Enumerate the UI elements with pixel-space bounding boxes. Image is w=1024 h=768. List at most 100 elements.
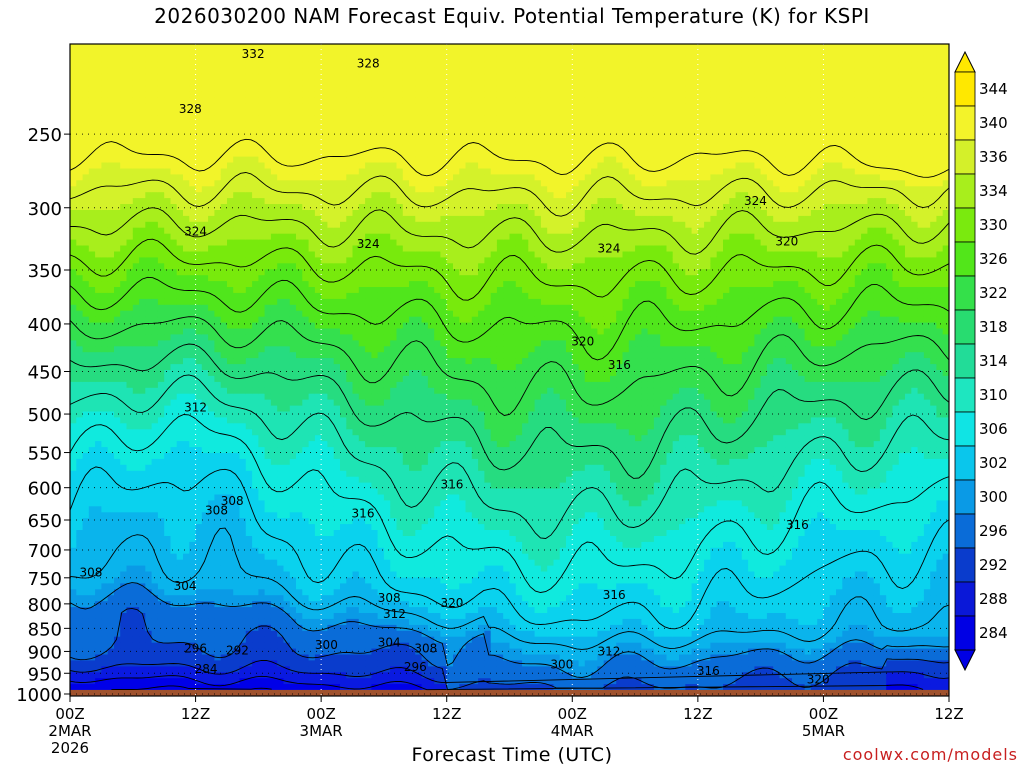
field-cell [346, 458, 354, 466]
field-cell [252, 666, 259, 673]
field-cell [321, 316, 328, 324]
field-cell [132, 79, 140, 87]
field-cell [107, 287, 115, 294]
field-cell [176, 423, 184, 430]
field-cell [340, 251, 347, 258]
field-cell [157, 476, 165, 484]
field-cell [227, 630, 234, 638]
field-cell [183, 304, 190, 312]
field-cell [195, 127, 203, 134]
field-cell [157, 239, 165, 247]
field-cell [283, 613, 291, 620]
field-cell [157, 156, 165, 164]
field-cell [239, 138, 247, 146]
field-cell [245, 666, 253, 673]
field-cell [258, 204, 266, 211]
field-cell [239, 91, 247, 98]
field-cell [227, 666, 234, 673]
field-cell [208, 506, 215, 513]
field-cell [157, 601, 165, 608]
field-cell [308, 304, 316, 312]
field-cell [151, 660, 159, 667]
field-cell [176, 583, 184, 590]
field-cell [208, 121, 215, 128]
field-cell [321, 263, 328, 270]
field-cell [277, 316, 285, 324]
field-cell [70, 488, 77, 495]
field-cell [321, 44, 328, 51]
field-cell [176, 453, 184, 460]
field-cell [176, 192, 184, 199]
field-cell [239, 275, 247, 282]
field-cell [126, 630, 134, 638]
field-cell [101, 156, 109, 164]
field-cell [264, 292, 272, 300]
field-cell [283, 547, 291, 555]
field-cell [308, 370, 316, 377]
field-cell [220, 684, 228, 691]
field-cell [183, 577, 190, 584]
field-cell [157, 269, 165, 276]
field-cell [195, 553, 203, 561]
field-cell [214, 287, 222, 294]
field-cell [76, 204, 84, 211]
field-cell [76, 624, 84, 632]
field-cell [170, 536, 178, 543]
field-cell [245, 221, 253, 229]
field-cell [227, 322, 234, 330]
field-cell [258, 636, 266, 644]
field-cell [82, 328, 90, 335]
field-cell [227, 97, 234, 104]
field-cell [70, 506, 77, 513]
field-cell [227, 506, 234, 513]
field-cell [270, 530, 278, 537]
field-cell [321, 103, 328, 110]
field-cell [302, 263, 310, 270]
field-cell [183, 322, 190, 330]
field-cell [139, 340, 146, 347]
field-cell [208, 660, 215, 667]
field-cell [327, 435, 335, 442]
field-cell [333, 577, 341, 584]
field-cell [126, 441, 134, 448]
field-cell [346, 624, 354, 632]
field-cell [245, 150, 253, 158]
field-cell [114, 678, 121, 685]
field-cell [195, 470, 203, 478]
field-cell [277, 512, 285, 519]
field-cell [283, 292, 291, 300]
field-cell [245, 85, 253, 92]
field-cell [157, 257, 165, 264]
field-cell [120, 67, 128, 75]
field-cell [139, 132, 146, 140]
field-cell [264, 316, 272, 324]
field-cell [321, 370, 328, 377]
field-cell [107, 607, 115, 614]
field-cell [195, 601, 203, 608]
field-cell [208, 494, 215, 501]
field-cell [258, 358, 266, 365]
field-cell [252, 577, 259, 584]
field-cell [82, 121, 90, 128]
field-cell [283, 352, 291, 359]
field-cell [308, 186, 316, 193]
field-cell [264, 488, 272, 495]
field-cell [145, 269, 153, 276]
field-cell [321, 613, 328, 620]
field-cell [239, 44, 247, 51]
field-cell [189, 97, 197, 104]
field-cell [239, 618, 247, 626]
field-cell [189, 518, 197, 525]
field-cell [214, 263, 222, 270]
field-cell [214, 613, 222, 620]
field-cell [227, 541, 234, 549]
field-cell [176, 364, 184, 371]
field-cell [296, 642, 303, 650]
field-cell [157, 488, 165, 495]
field-cell [139, 441, 146, 448]
field-cell [252, 340, 259, 347]
field-cell [132, 162, 140, 169]
field-cell [88, 85, 96, 92]
field-cell [233, 464, 241, 472]
field-cell [296, 269, 303, 276]
